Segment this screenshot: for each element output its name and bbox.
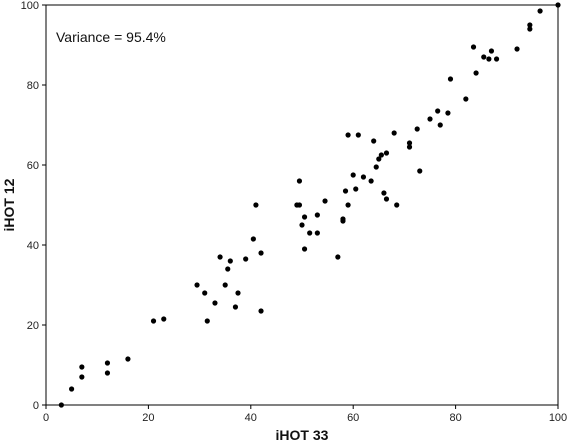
data-point [335,254,341,260]
data-point [350,172,356,178]
data-point [104,370,111,376]
data-point [104,360,111,366]
data-point [125,356,131,362]
data-point [406,140,413,146]
y-tick-label: 80 [27,80,39,92]
data-point [232,304,239,310]
data-point [194,282,200,288]
data-point [527,26,533,32]
x-axis: 0 20 40 60 80 100 [43,405,567,424]
x-tick-label: 20 [142,412,154,424]
data-point [217,254,223,260]
x-tick-label: 40 [245,412,257,424]
data-point [345,132,351,138]
data-point [204,318,210,324]
y-tick-label: 100 [21,0,39,12]
data-point [376,156,382,162]
data-point [79,374,85,380]
data-point [488,48,495,54]
data-point [161,316,167,322]
y-tick-label: 60 [27,160,39,172]
data-point [58,402,64,408]
data-point [481,54,487,60]
y-tick-label: 40 [27,240,39,252]
data-point [463,96,469,102]
data-point [373,164,379,170]
data-point [445,110,451,116]
data-point [391,130,397,136]
data-point [301,246,308,252]
data-point [427,116,433,122]
data-point [555,2,561,8]
data-point [243,256,249,262]
data-point [514,46,520,52]
y-tick-label: 20 [27,320,39,332]
data-point [222,282,228,288]
data-point [212,300,218,306]
data-point [353,186,359,192]
data-point [296,202,303,208]
data-point [235,290,241,296]
data-point [227,258,233,264]
data-point [378,152,384,158]
data-point [69,386,75,392]
x-tick-label: 0 [43,412,49,424]
y-axis-title: iHOT 12 [1,178,17,231]
x-axis-title: iHOT 33 [276,427,329,443]
data-point [225,266,231,272]
variance-annotation: Variance = 95.4% [56,29,166,45]
data-point [371,138,377,144]
data-point [296,178,303,184]
data-point [253,202,259,208]
data-point [314,230,320,236]
x-tick-label: 60 [347,412,359,424]
data-point [437,122,443,128]
data-point [307,230,313,236]
data-point [383,196,390,202]
data-point [202,290,208,296]
data-point [537,8,543,14]
data-point [314,212,320,218]
data-point [414,126,420,132]
data-point [340,216,346,222]
data-point [447,76,454,82]
data-point [301,214,308,220]
data-point [435,108,441,114]
data-point [368,178,374,184]
data-point [250,236,256,242]
data-point [150,318,157,324]
data-point [360,174,367,180]
data-point [493,56,500,62]
data-points [58,2,561,408]
data-point [299,222,305,228]
y-tick-label: 0 [33,400,39,412]
y-axis: 0 20 40 60 80 100 [21,0,46,412]
data-point [527,22,533,28]
data-point [406,144,413,150]
data-point [79,364,85,370]
data-point [342,188,349,194]
x-tick-label: 80 [449,412,461,424]
data-point [258,308,264,314]
data-point [345,202,351,208]
x-tick-label: 100 [549,412,567,424]
data-point [417,168,423,174]
data-point [394,202,400,208]
data-point [473,70,479,76]
data-point [258,250,264,256]
data-point [381,190,387,196]
data-point [355,132,361,138]
data-point [383,150,390,156]
data-point [322,198,328,204]
data-point [470,44,477,50]
data-point [486,56,492,62]
